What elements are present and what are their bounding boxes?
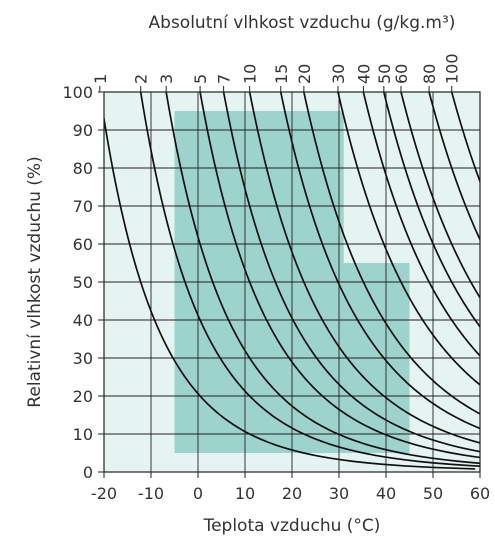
top-tick-label: 7 bbox=[215, 74, 234, 84]
humidity-curve-30 bbox=[337, 92, 480, 386]
y-axis-ticks: 0 10 20 30 40 50 60 70 80 90 100 bbox=[62, 83, 104, 482]
x-tick-label: 10 bbox=[235, 484, 255, 503]
top-axis-title: Absolutní vlhkost vzduchu (g/kg.m³) bbox=[149, 13, 456, 33]
y-tick-label: 70 bbox=[73, 197, 93, 216]
y-tick-label: 90 bbox=[73, 121, 93, 140]
x-tick-label: -10 bbox=[138, 484, 164, 503]
y-tick-label: 10 bbox=[73, 425, 93, 444]
y-tick-label: 20 bbox=[73, 387, 93, 406]
y-tick-label: 50 bbox=[73, 273, 93, 292]
top-tick-label: 20 bbox=[295, 64, 314, 84]
x-tick-label: 50 bbox=[423, 484, 443, 503]
top-tick-label: 3 bbox=[157, 74, 176, 84]
y-axis-title: Relativní vlhkost vzduchu (%) bbox=[25, 156, 45, 407]
y-tick-label: 100 bbox=[62, 83, 93, 102]
humidity-curve-15 bbox=[279, 92, 480, 430]
humidity-curve-7 bbox=[222, 92, 480, 453]
humidity-curve-3 bbox=[165, 92, 480, 465]
top-tick-label: 15 bbox=[272, 64, 291, 84]
x-tick-label: 60 bbox=[470, 484, 490, 503]
humidity-curve-2 bbox=[139, 92, 480, 468]
x-tick-label: -20 bbox=[91, 484, 117, 503]
humidity-curve-10 bbox=[248, 92, 480, 444]
y-tick-label: 30 bbox=[73, 349, 93, 368]
top-tick-label: 40 bbox=[354, 64, 373, 84]
top-tick-label: 50 bbox=[375, 64, 394, 84]
y-tick-label: 60 bbox=[73, 235, 93, 254]
humidity-curve-100 bbox=[450, 92, 480, 184]
absolute-humidity-curves bbox=[104, 92, 480, 470]
humidity-curve-40 bbox=[362, 92, 480, 358]
top-tick-label: 2 bbox=[132, 74, 151, 84]
top-tick-label: 30 bbox=[329, 64, 348, 84]
top-tick-label: 100 bbox=[443, 53, 462, 84]
humidity-curve-50 bbox=[382, 92, 480, 329]
top-tick-label: 1 bbox=[91, 74, 110, 84]
y-tick-label: 0 bbox=[83, 463, 93, 482]
x-tick-label: 30 bbox=[329, 484, 349, 503]
top-tick-label: 80 bbox=[420, 64, 439, 84]
top-tick-label: 10 bbox=[241, 64, 260, 84]
y-tick-label: 40 bbox=[73, 311, 93, 330]
humidity-curve-20 bbox=[303, 92, 480, 415]
top-tick-label: 60 bbox=[392, 64, 411, 84]
x-tick-label: 20 bbox=[282, 484, 302, 503]
x-axis-ticks: -20 -10 0 10 20 30 40 50 60 bbox=[91, 472, 490, 503]
y-tick-label: 80 bbox=[73, 159, 93, 178]
humidity-curve-1 bbox=[104, 113, 476, 470]
x-tick-label: 40 bbox=[376, 484, 396, 503]
top-tick-label: 5 bbox=[191, 74, 210, 84]
x-tick-label: 0 bbox=[193, 484, 203, 503]
humidity-curve-5 bbox=[199, 92, 480, 459]
humidity-curve-60 bbox=[400, 92, 480, 300]
x-axis-title: Teplota vzduchu (°C) bbox=[203, 516, 381, 536]
